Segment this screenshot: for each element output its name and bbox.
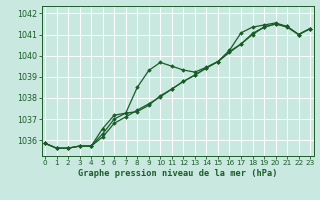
- X-axis label: Graphe pression niveau de la mer (hPa): Graphe pression niveau de la mer (hPa): [78, 169, 277, 178]
